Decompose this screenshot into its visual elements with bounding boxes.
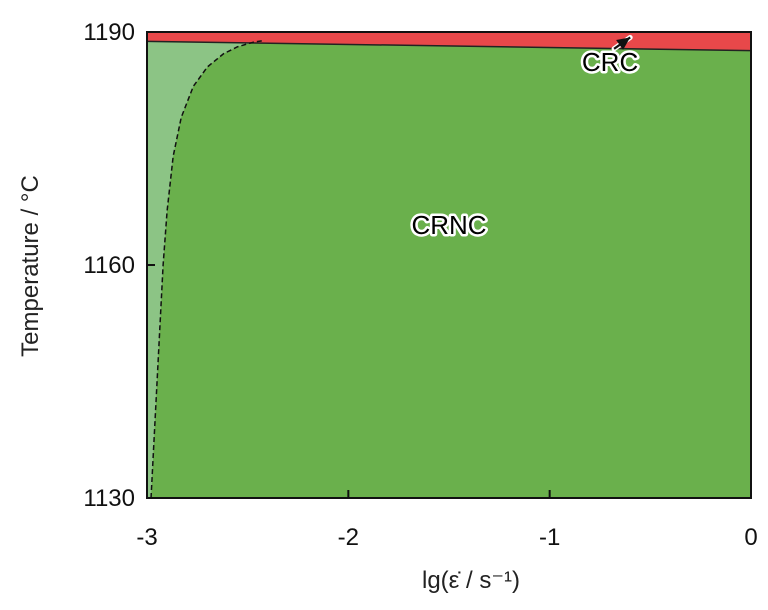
x-tick-label: -2 [338, 524, 359, 551]
plot-area: CRNC CRC [146, 32, 752, 499]
x-axis-title: lg(ε̇ / s⁻¹) [422, 567, 520, 594]
crc-boundary-line [146, 40, 752, 52]
x-tick-label: 0 [744, 524, 757, 551]
y-tick-label: 1190 [83, 19, 135, 46]
crnc-region [147, 32, 751, 498]
crnc-label: CRNC [411, 210, 486, 240]
crc-region [147, 32, 751, 51]
crc-label: CRC [582, 47, 638, 77]
y-tick-label: 1130 [83, 485, 135, 512]
y-axis-title: Temperature / °C [17, 175, 44, 357]
x-tick-label: -1 [539, 524, 560, 551]
crc-arrow-head [616, 37, 631, 50]
dashed-boundary-curve [150, 39, 264, 499]
y-tick-label: 1160 [83, 252, 135, 279]
low-strain-region [147, 40, 264, 498]
axes: -3 -2 -1 0 1130 1160 1190 [83, 19, 757, 551]
x-tick-label: -3 [136, 524, 157, 551]
